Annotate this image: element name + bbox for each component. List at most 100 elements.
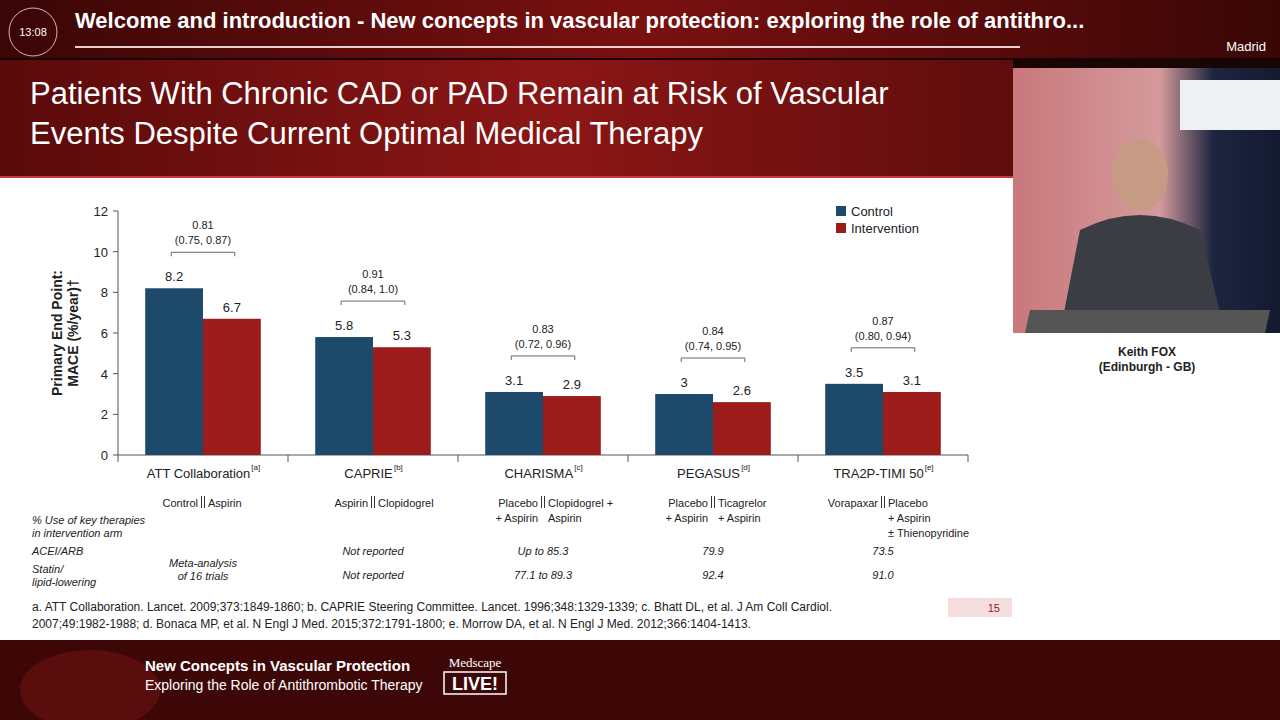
comparison-divider: [204, 496, 205, 508]
table-cell: 91.0: [872, 569, 894, 581]
title-rule: [0, 176, 1013, 178]
brand-badge-box: [444, 672, 506, 694]
data-label: 8.2: [165, 269, 183, 284]
table-cell: Up to 85.3: [518, 545, 570, 557]
data-label: 6.7: [223, 300, 241, 315]
comparison-right: + Aspirin: [718, 512, 761, 524]
comparison-divider: [881, 496, 882, 508]
speaker-affiliation: (Edinburgh - GB): [1099, 360, 1196, 374]
comparison-right: + Aspirin: [888, 512, 931, 524]
bar: [373, 347, 431, 455]
hazard-ratio: 0.84: [702, 325, 723, 337]
table-header: in intervention arm: [32, 527, 123, 539]
footer-subtitle: Exploring the Role of Antithrombotic The…: [145, 677, 423, 693]
data-label: 5.3: [393, 328, 411, 343]
data-label: 3.1: [903, 373, 921, 388]
category-divider: [288, 455, 289, 462]
data-label: 3.5: [845, 365, 863, 380]
data-label: 2.6: [733, 383, 751, 398]
reference: 2007;49:1982-1988; d. Bonaca MP, et al. …: [32, 617, 751, 631]
speaker-video: [1013, 68, 1280, 333]
comparison-divider: [371, 496, 372, 508]
category-divider: [968, 455, 969, 462]
slide-title: Patients With Chronic CAD or PAD Remain …: [30, 76, 889, 111]
bar: [883, 392, 941, 455]
table-cell: 73.5: [872, 545, 894, 557]
comparison-right: Ticagrelor: [718, 497, 767, 509]
bar: [145, 288, 203, 455]
comparison-left: + Aspirin: [666, 512, 709, 524]
reference: a. ATT Collaboration. Lancet. 2009;373:1…: [32, 600, 832, 614]
hr-bracket: [341, 301, 405, 305]
hazard-ratio-ci: (0.84, 1.0): [348, 283, 398, 295]
category-ref: [d]: [741, 463, 750, 472]
comparison-left: Placebo: [668, 497, 708, 509]
footer-figure: [20, 650, 160, 720]
hazard-ratio: 0.81: [192, 219, 213, 231]
category-label: ATT Collaboration: [147, 466, 251, 481]
footer: [0, 640, 1280, 720]
comparison-divider: [541, 496, 542, 508]
speaker-panel: [1013, 333, 1280, 640]
hazard-ratio-ci: (0.74, 0.95): [685, 340, 741, 352]
comparison-right: Aspirin: [208, 497, 242, 509]
y-tick-label: 10: [94, 245, 108, 260]
comparison-left: + Aspirin: [496, 512, 539, 524]
bar: [203, 319, 261, 455]
comparison-divider: [714, 496, 715, 508]
y-tick: [113, 251, 118, 252]
background: [0, 0, 1280, 720]
bar: [655, 394, 713, 455]
comparison-right: Clopidogrel +: [548, 497, 613, 509]
y-tick: [113, 455, 118, 456]
data-label: 2.9: [563, 377, 581, 392]
comparison-right: Aspirin: [548, 512, 582, 524]
comparison-left: Placebo: [498, 497, 538, 509]
category-divider: [628, 455, 629, 462]
brand-badge: LIVE!: [452, 674, 498, 694]
y-axis-title: Primary End Point:: [49, 270, 65, 396]
category-label: CHARISMA: [504, 466, 573, 481]
comparison-right: Placebo: [888, 497, 928, 509]
category-label: TRA2P-TIMI 50: [833, 466, 923, 481]
comparison-divider: [711, 496, 712, 508]
y-tick: [113, 373, 118, 374]
bar: [315, 337, 373, 455]
hr-bracket: [851, 348, 915, 352]
hazard-ratio-ci: (0.75, 0.87): [175, 234, 231, 246]
bar: [713, 402, 771, 455]
speaker-head: [1112, 139, 1168, 211]
comparison-left: Aspirin: [334, 497, 368, 509]
category-label: PEGASUS: [677, 466, 740, 481]
table-cell: 77.1 to 89.3: [514, 569, 573, 581]
category-ref: [a]: [251, 463, 260, 472]
hazard-ratio-ci: (0.72, 0.96): [515, 338, 571, 350]
time: 13:08: [19, 26, 47, 38]
category-ref: [e]: [925, 463, 934, 472]
page-number-box: [948, 598, 1012, 617]
y-axis-title: MACE (%/year)†: [65, 279, 81, 386]
category-divider: [458, 455, 459, 462]
legend-swatch: [836, 206, 846, 216]
hazard-ratio: 0.83: [532, 323, 553, 335]
video-sign: [1180, 80, 1280, 130]
table-row-label: ACEI/ARB: [31, 545, 83, 557]
hr-bracket: [171, 252, 235, 256]
y-tick-label: 2: [101, 407, 108, 422]
header-bar: [0, 0, 1280, 58]
table-cell: Not reported: [342, 569, 404, 581]
legend-label: Intervention: [851, 221, 919, 236]
category-ref: [b]: [394, 463, 403, 472]
legend-label: Control: [851, 204, 893, 219]
comparison-left: Control: [163, 497, 198, 509]
footer-title: New Concepts in Vascular Protection: [145, 657, 410, 674]
lectern: [1025, 310, 1270, 333]
data-label: 5.8: [335, 318, 353, 333]
location: Madrid: [1226, 39, 1266, 54]
progress-line: [75, 46, 1020, 48]
brand: Medscape: [449, 655, 502, 670]
table-cell: Not reported: [342, 545, 404, 557]
comparison-right: ± Thienopyridine: [888, 527, 969, 539]
category-label: CAPRIE: [344, 466, 393, 481]
page-number: 15: [988, 602, 1000, 614]
